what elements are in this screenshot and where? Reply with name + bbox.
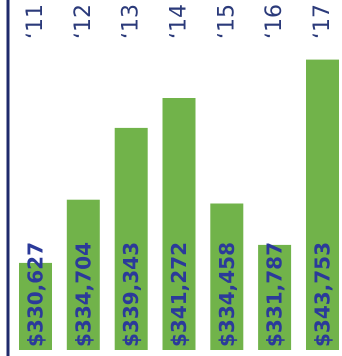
bar-1 xyxy=(66,199,100,350)
year-label-6: ‘17 xyxy=(310,4,335,39)
value-label-1: $334,704 xyxy=(71,242,95,347)
bar-6 xyxy=(306,59,339,350)
year-label-0: ‘11 xyxy=(23,4,48,39)
bars-group xyxy=(19,59,339,351)
year-label-5: ‘16 xyxy=(262,4,287,39)
value-label-5: $331,787 xyxy=(263,242,287,347)
value-label-2: $339,343 xyxy=(119,242,143,347)
year-label-2: ‘13 xyxy=(119,4,144,39)
bar-2 xyxy=(114,127,148,351)
year-labels-group: ‘11 ‘12 ‘13 ‘14 ‘15 ‘16 ‘17 xyxy=(23,4,335,39)
bar-0 xyxy=(19,262,52,350)
value-labels-group: $330,627 $334,704 $339,343 $341,272 $334,458… xyxy=(24,242,335,347)
year-label-3: ‘14 xyxy=(167,4,192,39)
value-label-4: $334,458 xyxy=(215,242,239,347)
value-label-0: $330,627 xyxy=(24,242,48,347)
year-label-1: ‘12 xyxy=(71,4,96,39)
bar-3 xyxy=(162,98,196,350)
value-label-6: $343,753 xyxy=(311,242,335,347)
bar-5 xyxy=(258,244,292,350)
value-label-3: $341,272 xyxy=(167,242,191,347)
year-label-4: ‘15 xyxy=(214,4,239,39)
bar-4 xyxy=(210,203,244,350)
